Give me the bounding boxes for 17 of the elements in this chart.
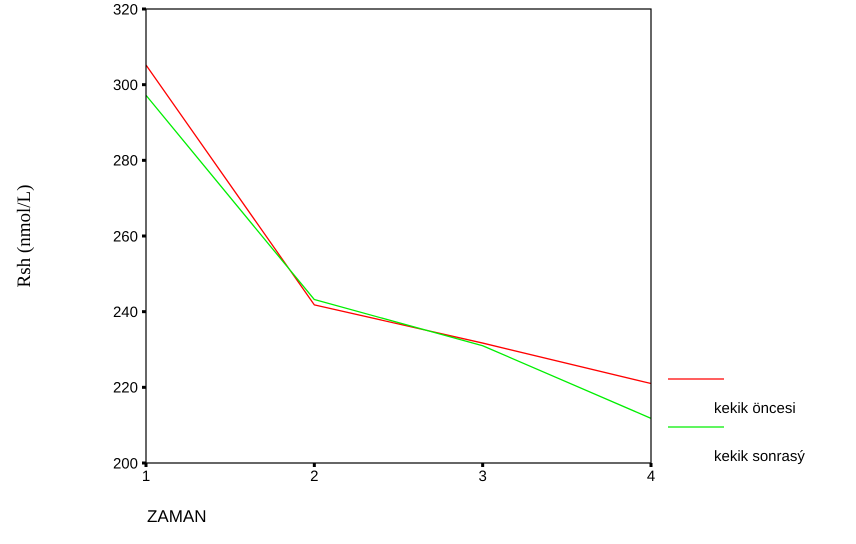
y-axis-title: Rsh (nmol/L)	[14, 184, 35, 288]
x-axis-title: ZAMAN	[147, 507, 206, 526]
y-tick-label: 280	[112, 152, 138, 170]
line-series	[145, 64, 652, 384]
line-series	[145, 94, 652, 420]
y-tick-label: 240	[112, 304, 138, 321]
y-tick-label: 220	[112, 380, 138, 397]
y-tick-label: 300	[112, 76, 138, 94]
x-tick-label: 3	[478, 468, 487, 485]
x-tick-label: 4	[646, 468, 656, 485]
text: kekik sonrasý	[714, 448, 806, 465]
text: kekik öncesi	[714, 400, 796, 417]
x-tick-label: 1	[142, 468, 150, 485]
y-tick-label: 200	[112, 455, 138, 472]
x-tick-label: 2	[310, 468, 319, 485]
y-tick-label: 260	[112, 228, 138, 246]
y-tick-label: 320	[112, 1, 138, 18]
